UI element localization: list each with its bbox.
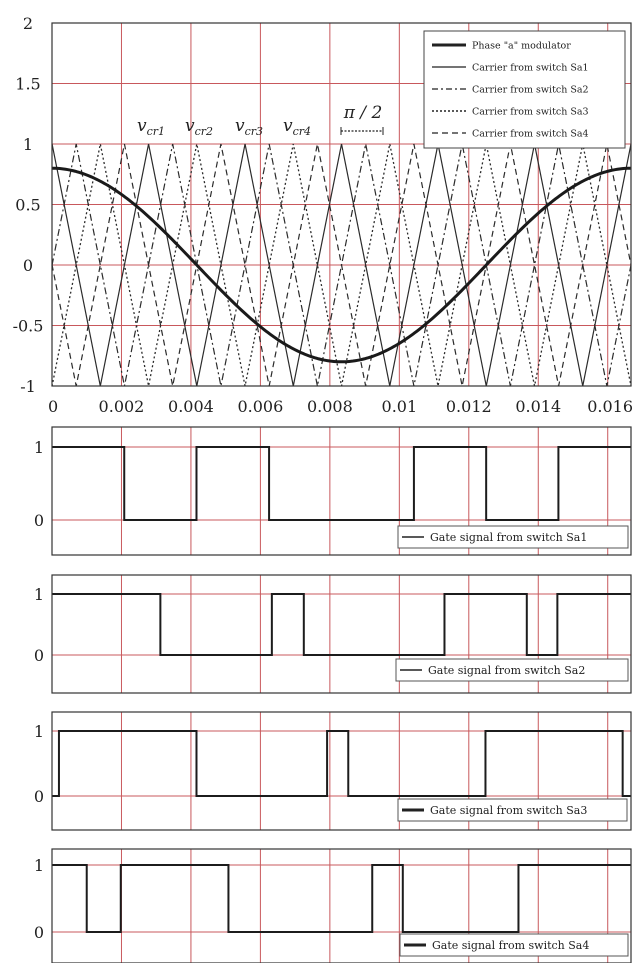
vcr-subscript: cr4 [293,125,311,138]
legend-entry: Carrier from switch Sa1 [472,63,589,74]
gate-panel-sa2-legend-box [395,658,629,682]
gate-panel-sa4-frame [51,848,632,963]
y-tick-label: 0.5 [15,196,40,215]
gate-panel-sa1-legend-box [397,525,629,549]
gate-panel-sa4-legend-box [399,933,629,957]
legend-entry: Phase "a" modulator [472,41,571,52]
y-tick-label: 0 [23,256,33,275]
y-tick-label: 0 [34,787,44,806]
legend-box [423,30,626,149]
vcr-main: v [283,116,293,136]
y-tick-label: 0 [34,923,44,942]
main-plot-frame [51,22,632,387]
legend-entry: Gate signal from switch Sa4 [432,939,589,952]
x-tick-label: 0 [48,397,58,416]
x-tick-label: 0.006 [237,397,283,416]
carrier-sa1-line [51,143,632,387]
phase-shift-label: π / 2 [343,103,383,123]
gate-signal-sa4-line [52,864,631,933]
gate-panel-sa1-frame [51,426,632,556]
vcr-subscript: cr3 [245,125,263,138]
gate-panel-sa2-frame [51,574,632,694]
x-tick-label: 0.014 [515,397,561,416]
legend-entry: Carrier from switch Sa3 [472,107,589,118]
vcr-main: v [235,116,245,136]
x-tick-label: 0.016 [587,397,633,416]
y-tick-label: 1.5 [15,75,40,94]
vcr-label: vcr4 [283,116,311,138]
vcr-subscript: cr1 [147,125,165,138]
legend-entry: Gate signal from switch Sa2 [428,664,585,677]
vcr-main: v [137,116,147,136]
y-tick-label: 1 [34,856,44,875]
x-tick-label: 0.008 [307,397,353,416]
gate-signal-sa2-line [52,593,631,656]
vcr-subscript: cr2 [195,125,213,138]
vcr-main: v [185,116,195,136]
legend-entry: Carrier from switch Sa2 [472,85,589,96]
gate-panel-sa3-legend-box [397,798,628,822]
x-tick-label: 0.01 [382,397,418,416]
x-tick-label: 0.002 [99,397,145,416]
carrier-sa4-line [51,143,632,387]
y-tick-label: 1 [23,135,33,154]
y-tick-label: 2 [23,14,33,33]
gate-signal-sa1-line [52,446,631,521]
y-tick-label: 1 [34,438,44,457]
y-tick-label: 1 [34,722,44,741]
y-tick-label: 0 [34,646,44,665]
y-tick-label: 1 [34,585,44,604]
legend-entry: Gate signal from switch Sa3 [430,804,587,817]
legend-entry: Gate signal from switch Sa1 [430,531,587,544]
vcr-label: vcr3 [235,116,263,138]
legend-entry: Carrier from switch Sa4 [472,129,589,140]
vcr-label: vcr2 [185,116,213,138]
y-tick-label: -1 [20,377,36,396]
x-tick-label: 0.004 [168,397,214,416]
gate-signal-sa3-line [52,730,631,797]
vcr-label: vcr1 [137,116,165,138]
x-tick-label: 0.012 [446,397,492,416]
y-tick-label: -0.5 [13,317,44,336]
gate-panel-sa3-frame [51,711,632,831]
y-tick-label: 0 [34,511,44,530]
modulator-line [51,166,632,364]
